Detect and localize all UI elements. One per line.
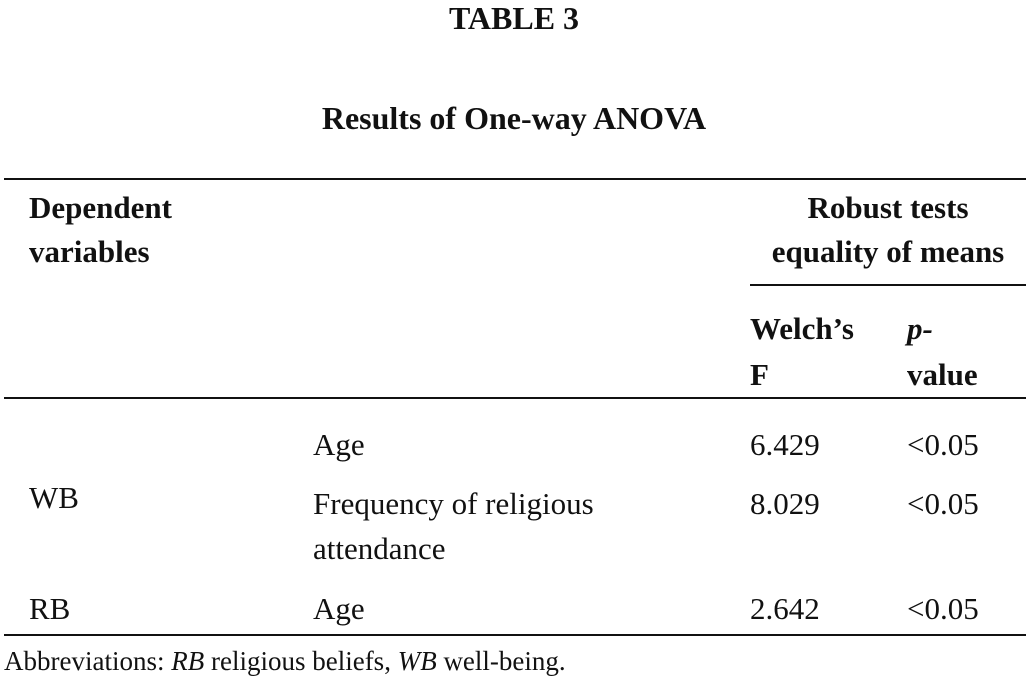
header-dependent-line2: variables: [29, 234, 150, 269]
table-row-1-p-value: <0.05: [907, 427, 979, 462]
header-bottom-rule: [4, 397, 1026, 399]
table-row-2-p-value: <0.05: [907, 486, 979, 521]
table-row-3-factor: Age: [313, 591, 365, 626]
bottom-rule: [4, 634, 1026, 636]
header-pvalue-line2: value: [907, 357, 978, 392]
table-row-1-factor: Age: [313, 427, 365, 462]
header-dependent-line1: Dependent: [29, 190, 172, 225]
table-title: Results of One-way ANOVA: [321, 100, 707, 136]
footnote-prefix: Abbreviations:: [4, 646, 172, 676]
table-row-2-group: WB: [29, 480, 79, 515]
header-robust-line1: Robust tests: [807, 190, 969, 225]
table-row-3-p-value: <0.05: [907, 591, 979, 626]
footnote-def-wb: well-being.: [436, 646, 566, 676]
footnote-def-rb: religious beliefs,: [204, 646, 398, 676]
table-number: TABLE 3: [448, 0, 580, 36]
table-row-2-factor-line2: attendance: [313, 531, 446, 566]
header-pvalue-line1: p-: [907, 311, 933, 346]
footnote-abbr-wb: WB: [397, 646, 437, 676]
table-row-2-welch-f: 8.029: [750, 486, 820, 521]
table-row-3-welch-f: 2.642: [750, 591, 820, 626]
top-rule: [4, 178, 1026, 180]
header-welch-line1: Welch’s: [750, 311, 854, 346]
table-footnote: Abbreviations: RB religious beliefs, WB …: [4, 644, 566, 678]
header-welch-line2: F: [750, 357, 769, 392]
table-row-2-factor-line1: Frequency of religious: [313, 486, 594, 521]
table-row-1-welch-f: 6.429: [750, 427, 820, 462]
header-robust-line2: equality of means: [771, 234, 1005, 269]
footnote-abbr-rb: RB: [171, 646, 205, 676]
table-row-3-group: RB: [29, 591, 71, 626]
robust-subheader-rule: [750, 284, 1026, 286]
